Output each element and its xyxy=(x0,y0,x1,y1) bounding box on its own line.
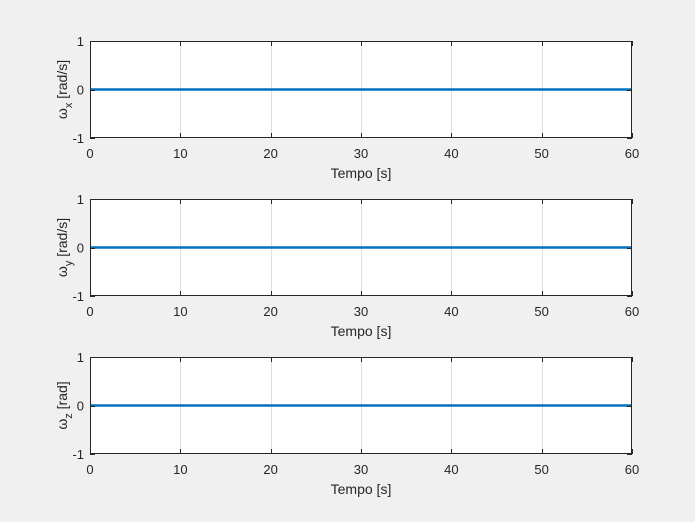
y-tick-label-2-2: 1 xyxy=(77,350,84,365)
y-tick-label-0-0: -1 xyxy=(72,131,84,146)
y-axis-label-subscript-1: y xyxy=(63,260,75,266)
x-axis-label-2: Tempo [s] xyxy=(331,481,392,497)
x-tick-label-0-4: 40 xyxy=(444,146,458,161)
x-tick-label-0-3: 30 xyxy=(354,146,368,161)
x-tick-label-2-0: 0 xyxy=(86,462,93,477)
x-tick-label-1-2: 20 xyxy=(263,304,277,319)
x-tick-label-1-1: 10 xyxy=(173,304,187,319)
x-tick-label-1-6: 60 xyxy=(625,304,639,319)
x-axis-label-0: Tempo [s] xyxy=(331,165,392,181)
x-tick-label-0-0: 0 xyxy=(86,146,93,161)
y-axis-label-symbol-0: ω xyxy=(54,108,70,119)
y-axis-label-unit-2: [rad] xyxy=(54,381,70,413)
x-tick-label-0-2: 20 xyxy=(263,146,277,161)
y-axis-label-subscript-0: x xyxy=(63,102,75,108)
y-tick-label-1-1: 0 xyxy=(77,241,84,256)
x-tick-label-2-2: 20 xyxy=(263,462,277,477)
y-tick-label-2-0: -1 xyxy=(72,447,84,462)
y-axis-label-subscript-2: z xyxy=(63,413,75,419)
y-tick-label-0-1: 0 xyxy=(77,83,84,98)
x-tick-label-2-4: 40 xyxy=(444,462,458,477)
x-tick-label-1-0: 0 xyxy=(86,304,93,319)
x-tick-label-2-5: 50 xyxy=(534,462,548,477)
y-axis-label-0: ωx [rad/s] xyxy=(54,60,75,119)
x-tick-label-2-6: 60 xyxy=(625,462,639,477)
y-tick-label-2-1: 0 xyxy=(77,399,84,414)
x-tick-label-1-4: 40 xyxy=(444,304,458,319)
y-axis-label-symbol-1: ω xyxy=(54,266,70,277)
x-tick-label-0-5: 50 xyxy=(534,146,548,161)
y-axis-label-symbol-2: ω xyxy=(54,419,70,430)
y-tick-label-0-2: 1 xyxy=(77,34,84,49)
x-tick-label-0-1: 10 xyxy=(173,146,187,161)
y-tick-label-1-2: 1 xyxy=(77,192,84,207)
x-tick-label-0-6: 60 xyxy=(625,146,639,161)
y-tick-label-1-0: -1 xyxy=(72,289,84,304)
y-axis-label-1: ωy [rad/s] xyxy=(54,218,75,277)
x-tick-label-1-3: 30 xyxy=(354,304,368,319)
x-tick-label-1-5: 50 xyxy=(534,304,548,319)
x-tick-label-2-1: 10 xyxy=(173,462,187,477)
x-tick-label-2-3: 30 xyxy=(354,462,368,477)
y-axis-label-unit-0: [rad/s] xyxy=(54,60,70,103)
x-axis-label-1: Tempo [s] xyxy=(331,323,392,339)
y-axis-label-unit-1: [rad/s] xyxy=(54,218,70,261)
y-axis-label-2: ωz [rad] xyxy=(54,381,75,429)
